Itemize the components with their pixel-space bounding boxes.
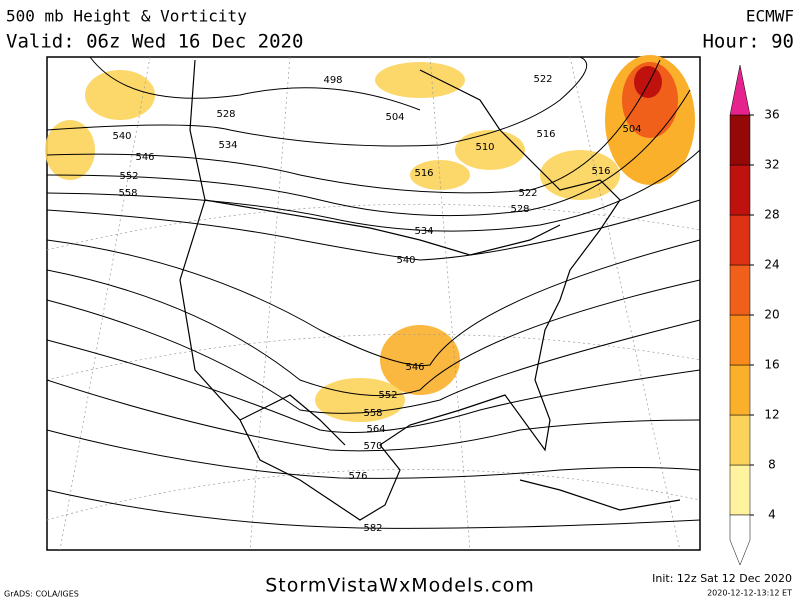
contour <box>46 89 691 217</box>
border <box>239 394 346 446</box>
vort-area <box>634 66 662 98</box>
map: 498 522 528 504 540 516 534 510 546 504 … <box>45 55 701 551</box>
height-contours <box>46 56 701 529</box>
tick-label: 20 <box>764 308 779 322</box>
contour-label: 564 <box>366 424 385 435</box>
contour-label: 516 <box>414 168 433 179</box>
color-band <box>729 364 751 416</box>
tick-label: 24 <box>764 258 779 272</box>
geography <box>179 59 681 521</box>
contour <box>46 379 701 452</box>
tick-label: 4 <box>768 508 776 522</box>
contour-label: 552 <box>378 390 397 401</box>
color-band <box>729 464 751 516</box>
colorbar: 4 8 12 16 20 24 28 32 36 <box>729 64 780 566</box>
contour <box>46 299 701 414</box>
under-triangle <box>729 514 751 566</box>
valid-time: Valid: 06z Wed 16 Dec 2020 <box>6 31 303 53</box>
contour <box>46 269 701 397</box>
latitude <box>46 469 701 521</box>
border <box>204 199 561 256</box>
vorticity <box>45 55 695 422</box>
contour <box>46 339 701 433</box>
vort-area <box>375 62 465 98</box>
vort-area <box>410 160 470 190</box>
contour <box>46 239 701 367</box>
color-band <box>729 164 751 216</box>
coastline <box>519 479 681 511</box>
contour <box>46 59 661 194</box>
contour-label: 546 <box>405 362 424 373</box>
contour-label: 552 <box>119 171 138 182</box>
contour-labels: 498 522 528 504 540 516 534 510 546 504 … <box>112 74 641 534</box>
map-frame <box>46 56 701 551</box>
model: ECMWF <box>746 7 794 26</box>
timestamp: 2020-12-12-13:12 ET <box>707 589 792 598</box>
tick-label: 8 <box>768 458 776 472</box>
site: StormVistaWxModels.com <box>265 575 535 597</box>
color-band <box>729 114 751 166</box>
vort-area <box>45 120 95 180</box>
contour-label: 540 <box>112 131 131 142</box>
vort-area <box>380 325 460 395</box>
contour-label: 576 <box>348 471 367 482</box>
contour-label: 534 <box>414 226 433 237</box>
credit: GrADS: COLA/IGES <box>4 590 79 599</box>
title: 500 mb Height & Vorticity <box>6 7 247 26</box>
contour <box>46 429 701 479</box>
init-time: Init: 12z Sat 12 Dec 2020 <box>652 572 792 585</box>
tick-label: 36 <box>764 108 779 122</box>
longitude <box>59 56 151 551</box>
contour-label: 516 <box>536 129 555 140</box>
contour-label: 522 <box>533 74 552 85</box>
contour-label: 516 <box>591 166 610 177</box>
contour-label: 504 <box>385 112 404 123</box>
contour-label: 540 <box>396 255 415 266</box>
contour-label: 558 <box>363 408 382 419</box>
vort-area <box>455 130 525 170</box>
contour-label: 546 <box>135 152 154 163</box>
contour <box>46 199 701 261</box>
over-triangle <box>729 64 751 116</box>
contour-label: 528 <box>216 109 235 120</box>
vort-area <box>85 70 155 120</box>
contour-label: 582 <box>363 523 382 534</box>
contour-label: 558 <box>118 188 137 199</box>
contour-label: 522 <box>518 188 537 199</box>
contour-label: 534 <box>218 140 237 151</box>
contour-label: 504 <box>622 124 641 135</box>
tick-label: 28 <box>764 208 779 222</box>
contour <box>89 56 421 111</box>
color-band <box>729 264 751 316</box>
contour-label: 498 <box>323 75 342 86</box>
contour <box>46 149 701 232</box>
coastline <box>179 59 621 521</box>
forecast-hour: Hour: 90 <box>702 31 794 53</box>
contour-label: 510 <box>475 142 494 153</box>
tick-label: 32 <box>764 158 779 172</box>
contour <box>46 489 701 529</box>
color-band <box>729 314 751 366</box>
tick-label: 12 <box>764 408 779 422</box>
contour-label: 570 <box>363 441 382 452</box>
tick-label: 16 <box>764 358 779 372</box>
color-band <box>729 214 751 266</box>
contour-label: 528 <box>510 204 529 215</box>
color-band <box>729 414 751 466</box>
contour <box>46 56 588 147</box>
vort-area <box>540 150 620 200</box>
